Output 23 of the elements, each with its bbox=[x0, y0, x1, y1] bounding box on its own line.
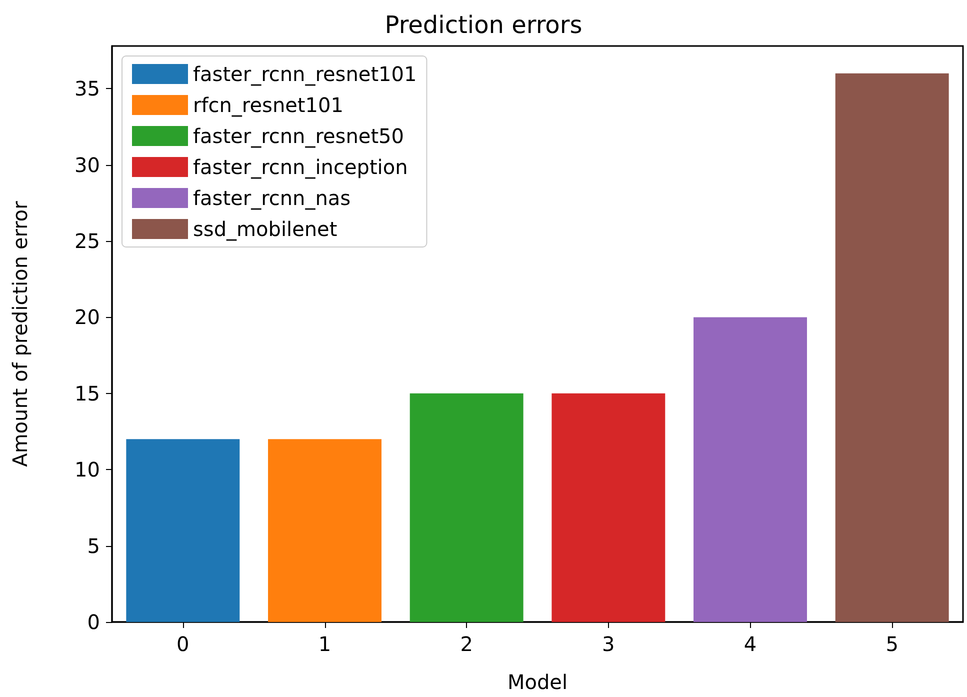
legend-label: rfcn_resnet101 bbox=[193, 93, 344, 117]
y-tick-label: 5 bbox=[87, 534, 100, 558]
legend-label: faster_rcnn_resnet101 bbox=[193, 62, 417, 86]
y-tick-label: 20 bbox=[74, 305, 100, 330]
x-axis-title: Model bbox=[507, 670, 568, 694]
y-tick-label: 10 bbox=[74, 458, 100, 482]
y-axis-title: Amount of prediction error bbox=[8, 200, 32, 467]
legend-label: ssd_mobilenet bbox=[193, 217, 338, 241]
chart-title: Prediction errors bbox=[384, 11, 582, 39]
y-tick-label: 30 bbox=[74, 152, 100, 177]
y-tick-label: 0 bbox=[87, 610, 100, 634]
y-tick-label: 35 bbox=[74, 76, 100, 101]
legend-label: faster_rcnn_nas bbox=[193, 186, 351, 210]
y-tick-label: 25 bbox=[74, 229, 100, 254]
x-tick-label: 1 bbox=[318, 632, 332, 656]
x-tick-label: 0 bbox=[176, 632, 190, 656]
x-tick-label: 5 bbox=[886, 632, 898, 656]
legend-label: faster_rcnn_resnet50 bbox=[193, 124, 404, 148]
x-tick-label: 3 bbox=[602, 632, 615, 656]
legend-label: faster_rcnn_inception bbox=[193, 155, 408, 179]
y-tick-label: 15 bbox=[74, 381, 100, 406]
x-tick-label: 2 bbox=[460, 632, 473, 656]
x-tick-label: 4 bbox=[744, 632, 757, 656]
